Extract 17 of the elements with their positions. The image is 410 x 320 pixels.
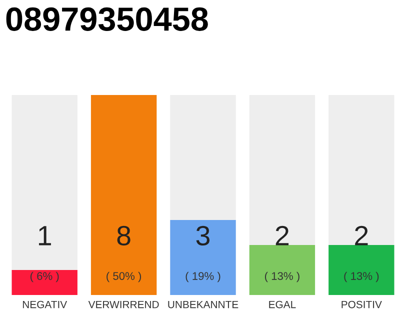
x-tick-label: POSITIV xyxy=(342,300,382,308)
annotation: ( 13% ) xyxy=(344,272,379,282)
data-label: 1 xyxy=(38,226,51,246)
data-label: 2 xyxy=(276,226,289,246)
bar xyxy=(12,270,78,295)
x-tick-label: VERWIRREND xyxy=(88,300,159,308)
data-label: 8 xyxy=(117,226,130,246)
annotation: ( 50% ) xyxy=(106,272,142,282)
data-label: 2 xyxy=(355,226,368,246)
annotation: ( 13% ) xyxy=(264,272,300,282)
x-tick-label: NEGATIV xyxy=(22,300,68,308)
annotation: ( 6% ) xyxy=(30,272,59,282)
data-label: 3 xyxy=(196,226,210,246)
x-tick-label: UNBEKANNTE xyxy=(168,300,238,308)
chart-title: 08979350458 xyxy=(6,7,208,31)
annotation: ( 19% ) xyxy=(186,272,220,282)
x-tick-label: EGAL xyxy=(269,300,296,308)
